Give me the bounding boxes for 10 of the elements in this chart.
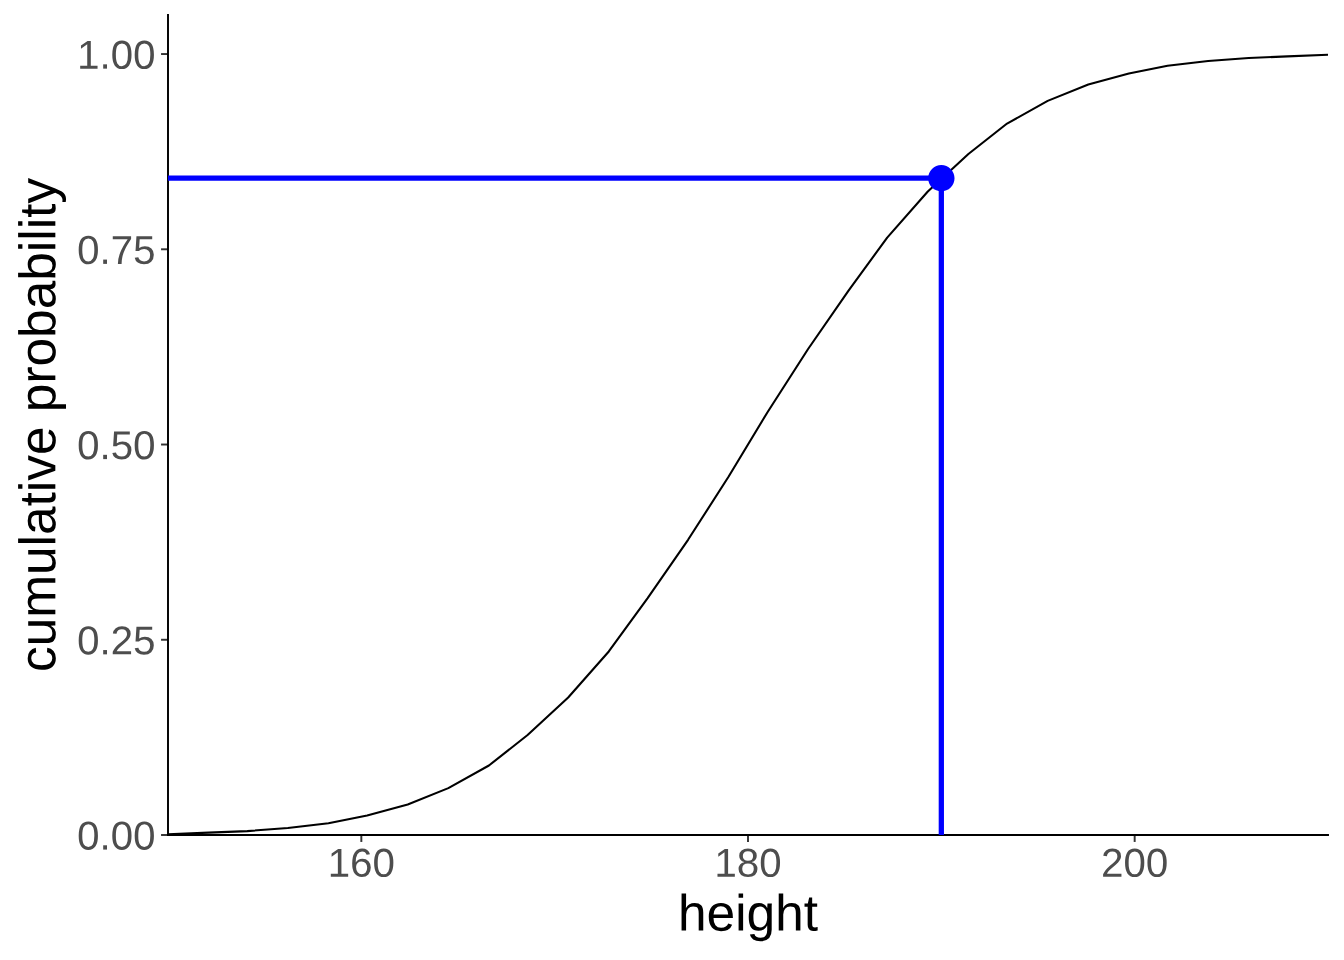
x-tick-label: 180 (717, 848, 781, 878)
x-tick-label: 160 (330, 848, 394, 878)
y-tick-label: 0.75 (78, 235, 154, 265)
x-tick-label: 200 (1103, 848, 1167, 878)
y-tick-label: 1.00 (80, 40, 154, 70)
y-tick-label: 0.50 (78, 430, 154, 460)
y-tick-label: 0.25 (78, 626, 154, 655)
y-tick-label: 0.00 (78, 821, 154, 850)
x-axis-title: height (681, 893, 818, 942)
y-axis-title: cumulative probability (18, 178, 66, 670)
